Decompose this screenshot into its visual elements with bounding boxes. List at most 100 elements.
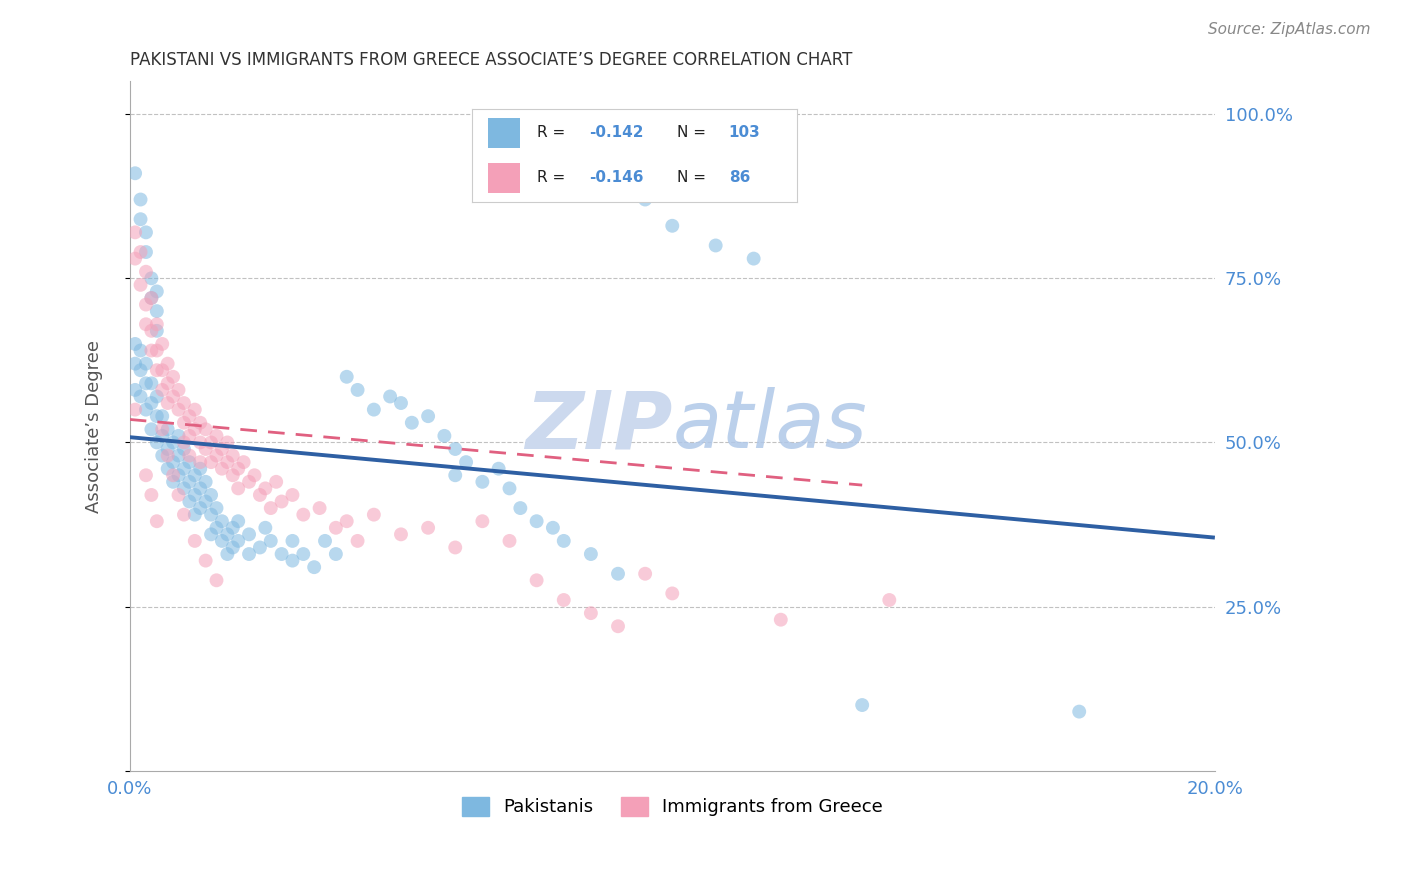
Point [150,422,173,436]
Point [200,435,222,450]
Point [444,468,467,483]
Point [141,422,163,436]
Point [444,541,467,555]
Point [194,494,217,508]
Point [217,547,239,561]
Point [184,533,207,548]
Point [124,357,146,371]
Point [188,435,211,450]
Point [146,435,169,450]
Point [141,488,163,502]
Point [264,475,287,489]
Point [146,389,169,403]
Point [135,265,157,279]
Point [226,461,249,475]
Point [129,389,152,403]
Point [281,553,304,567]
Point [150,449,173,463]
Point [135,402,157,417]
Point [156,442,179,456]
Point [188,416,211,430]
Point [498,533,520,548]
Point [200,488,222,502]
Point [851,698,873,712]
Point [173,416,195,430]
Y-axis label: Associate’s Degree: Associate’s Degree [86,340,103,513]
Point [217,435,239,450]
Point [188,482,211,496]
Point [260,501,283,516]
Point [129,193,152,207]
Point [156,422,179,436]
Point [179,429,201,443]
Point [769,613,792,627]
Point [124,252,146,266]
Point [135,468,157,483]
Point [141,291,163,305]
Point [217,455,239,469]
Point [579,606,602,620]
Point [200,527,222,541]
Point [249,541,271,555]
Point [167,488,190,502]
Point [226,514,249,528]
Point [146,304,169,318]
Point [146,285,169,299]
Point [205,574,228,588]
Point [173,482,195,496]
Point [150,337,173,351]
Point [211,442,233,456]
Point [146,318,169,332]
Point [135,225,157,239]
Point [124,166,146,180]
Point [135,376,157,391]
Point [188,501,211,516]
Point [211,461,233,475]
Point [162,468,184,483]
Point [162,369,184,384]
Point [129,343,152,358]
Point [471,514,494,528]
Point [124,337,146,351]
Point [308,501,330,516]
Point [336,369,359,384]
Point [302,560,325,574]
Point [292,508,315,522]
Point [346,383,368,397]
Point [141,396,163,410]
Point [156,449,179,463]
Point [173,508,195,522]
Point [179,409,201,424]
Point [188,461,211,475]
Point [135,318,157,332]
Point [141,343,163,358]
Point [704,238,727,252]
Point [179,449,201,463]
Point [232,455,254,469]
Point [541,521,564,535]
Point [270,547,292,561]
Point [146,324,169,338]
Point [146,409,169,424]
Point [129,277,152,292]
Point [156,461,179,475]
Point [222,449,245,463]
Point [433,429,456,443]
Point [184,468,207,483]
Point [416,521,439,535]
Point [162,389,184,403]
Point [156,357,179,371]
Point [249,488,271,502]
Point [471,475,494,489]
Point [488,461,510,475]
Point [281,533,304,548]
Point [456,455,478,469]
Point [167,429,190,443]
Legend: Pakistanis, Immigrants from Greece: Pakistanis, Immigrants from Greece [454,790,890,823]
Point [314,533,336,548]
Point [553,593,575,607]
Point [184,422,207,436]
Point [129,212,152,227]
Point [553,533,575,548]
Text: atlas: atlas [672,387,868,465]
